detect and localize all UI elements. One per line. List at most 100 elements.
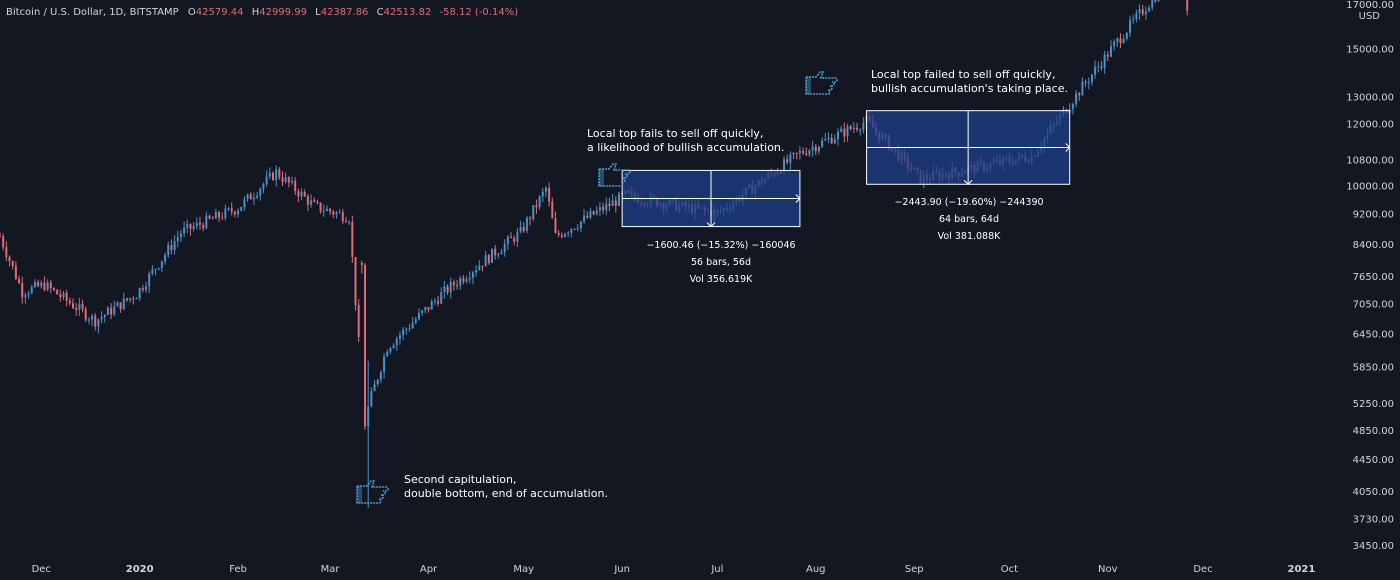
candle-body xyxy=(335,212,338,215)
time-tick-label: Nov xyxy=(1098,564,1118,575)
candle-body xyxy=(303,191,306,197)
candle-body xyxy=(833,139,836,144)
candle-body xyxy=(170,245,173,251)
candle-body xyxy=(1087,82,1090,84)
candle-body xyxy=(364,264,367,427)
candle-body xyxy=(268,172,271,177)
candle-body xyxy=(1100,66,1103,68)
candle-body xyxy=(583,215,586,222)
candle-body xyxy=(605,203,608,211)
price-tick-label: 13000.00 xyxy=(1346,93,1394,104)
candle-body xyxy=(1186,0,1189,11)
candle-body xyxy=(37,282,40,287)
candle-body xyxy=(862,122,865,130)
candle-body xyxy=(1081,81,1084,96)
annotation-capitulation-line2: double bottom, end of accumulation. xyxy=(404,487,608,500)
time-tick-label: Dec xyxy=(32,564,51,575)
candle-body xyxy=(468,277,471,280)
candle-body xyxy=(97,319,100,327)
candle-body xyxy=(310,200,313,205)
candle-body xyxy=(278,169,281,178)
candle-body xyxy=(452,281,455,286)
candle-body xyxy=(611,200,614,207)
candle-body xyxy=(284,177,287,182)
candle-body xyxy=(243,199,246,208)
measurement-2-volume: Vol 381.088K xyxy=(938,231,1002,242)
annotation-local-top-2-line2: bullish accumulation's taking place. xyxy=(871,82,1068,95)
candle-body xyxy=(202,224,205,229)
time-tick-label: 2021 xyxy=(1288,564,1316,575)
candle-body xyxy=(405,328,408,330)
candle-body xyxy=(506,236,509,244)
candle-body xyxy=(456,285,459,287)
candle-body xyxy=(541,191,544,197)
candle-body xyxy=(433,300,436,302)
candle-body xyxy=(151,269,154,274)
price-axis[interactable]: 17000.00 USD 15000.00 13000.00 12000.00 108… xyxy=(1346,0,1394,552)
price-tick-label: 12000.00 xyxy=(1346,120,1394,131)
candle-body xyxy=(459,278,462,286)
candle-body xyxy=(487,255,490,263)
candle-body xyxy=(65,292,68,301)
candle-body xyxy=(414,319,417,323)
candle-body xyxy=(81,303,84,309)
time-tick-label: May xyxy=(513,564,534,575)
measurement-2-change: −2443.90 (−19.60%) −244390 xyxy=(894,197,1043,208)
candle-body xyxy=(859,129,862,131)
candle-body xyxy=(570,228,573,233)
candle-body xyxy=(294,180,297,192)
candle-body xyxy=(183,227,186,234)
candle-body xyxy=(1090,74,1093,83)
annotation-local-top-1-line2: a likelihood of bullish accumulation. xyxy=(587,141,784,154)
candle-body xyxy=(1151,0,1154,8)
time-tick-label: Jul xyxy=(710,564,723,575)
price-tick-label: 15000.00 xyxy=(1346,44,1394,55)
price-tick-label: 10000.00 xyxy=(1346,181,1394,192)
candle-body xyxy=(389,348,392,352)
candle-body xyxy=(49,282,52,289)
candle-body xyxy=(297,191,300,197)
candle-body xyxy=(1122,38,1125,43)
candle-body xyxy=(560,234,563,237)
candle-body xyxy=(198,222,201,225)
candle-body xyxy=(792,152,795,155)
candle-body xyxy=(52,288,55,290)
measurement-1-bars: 56 bars, 56d xyxy=(691,257,751,268)
time-tick-label: 2020 xyxy=(126,564,154,575)
candle-body xyxy=(300,191,303,197)
candle-body xyxy=(72,303,75,309)
candle-body xyxy=(341,212,344,222)
candle-body xyxy=(348,222,351,224)
time-axis[interactable]: Dec 2020 Feb Mar Apr May Jun Jul Aug Sep Oct Nov Dec… xyxy=(32,564,1316,575)
candle-body xyxy=(598,206,601,211)
candle-body xyxy=(475,270,478,273)
candle-body xyxy=(827,137,830,140)
candle-body xyxy=(370,391,373,407)
candle-body xyxy=(379,371,382,380)
candle-body xyxy=(1154,0,1157,1)
candle-body xyxy=(437,300,440,304)
candle-body xyxy=(849,126,852,130)
candle-body xyxy=(62,292,65,298)
candle-body xyxy=(595,210,598,215)
measurement-1-change: −1600.46 (−15.32%) −160046 xyxy=(646,240,795,251)
candle-body xyxy=(338,212,341,214)
price-axis-unit: USD xyxy=(1359,11,1381,22)
candle-body xyxy=(440,292,443,304)
candle-body xyxy=(8,257,11,262)
candle-body xyxy=(27,293,30,296)
candle-body xyxy=(249,194,252,200)
measurement-2-bars: 64 bars, 64d xyxy=(939,214,999,225)
annotation-local-top-1-line1: Local top fails to sell off quickly, xyxy=(587,127,763,140)
candle-body xyxy=(262,184,265,189)
pointing-hand-icon xyxy=(356,480,389,504)
price-tick-label: 9200.00 xyxy=(1353,209,1394,220)
candle-body xyxy=(1135,13,1138,20)
candle-body xyxy=(33,282,36,287)
measurement-layer xyxy=(621,110,1071,228)
candle-body xyxy=(43,282,46,290)
candle-body xyxy=(1078,93,1081,96)
candle-body xyxy=(68,300,71,304)
candle-body xyxy=(192,226,195,230)
